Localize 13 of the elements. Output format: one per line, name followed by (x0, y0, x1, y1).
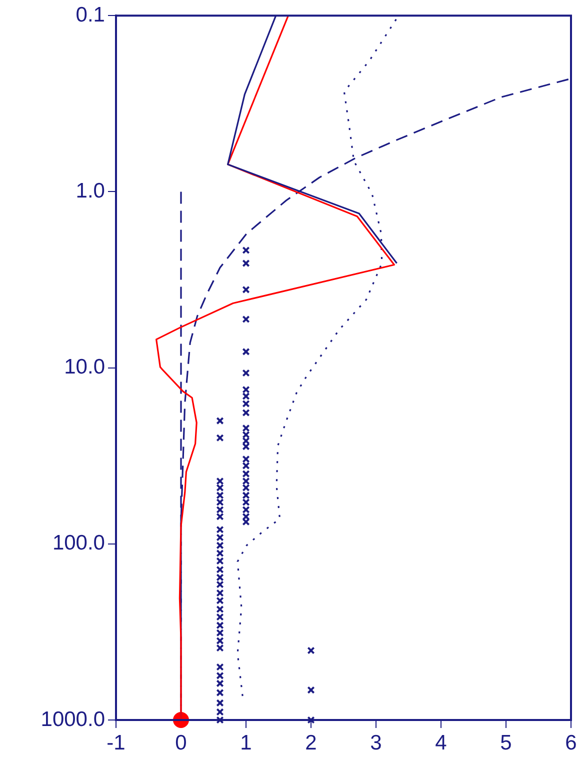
x-tick-label: 0 (175, 731, 187, 754)
y-tick-label: 0.1 (76, 3, 105, 26)
x-tick-label: 5 (500, 731, 512, 754)
y-tick-label: 100.0 (52, 532, 105, 555)
x-tick-label: 4 (435, 731, 448, 754)
x-tick-label: -1 (106, 731, 126, 754)
x-tick-label: 3 (370, 731, 382, 754)
y-tick-label: 1.0 (76, 179, 105, 202)
x-tick-label: 2 (305, 731, 317, 754)
x-tick-label: 1 (240, 731, 252, 754)
x-tick-label: 6 (565, 731, 577, 754)
y-tick-label: 10.0 (64, 356, 105, 379)
y-tick-label: 1000.0 (40, 708, 105, 731)
